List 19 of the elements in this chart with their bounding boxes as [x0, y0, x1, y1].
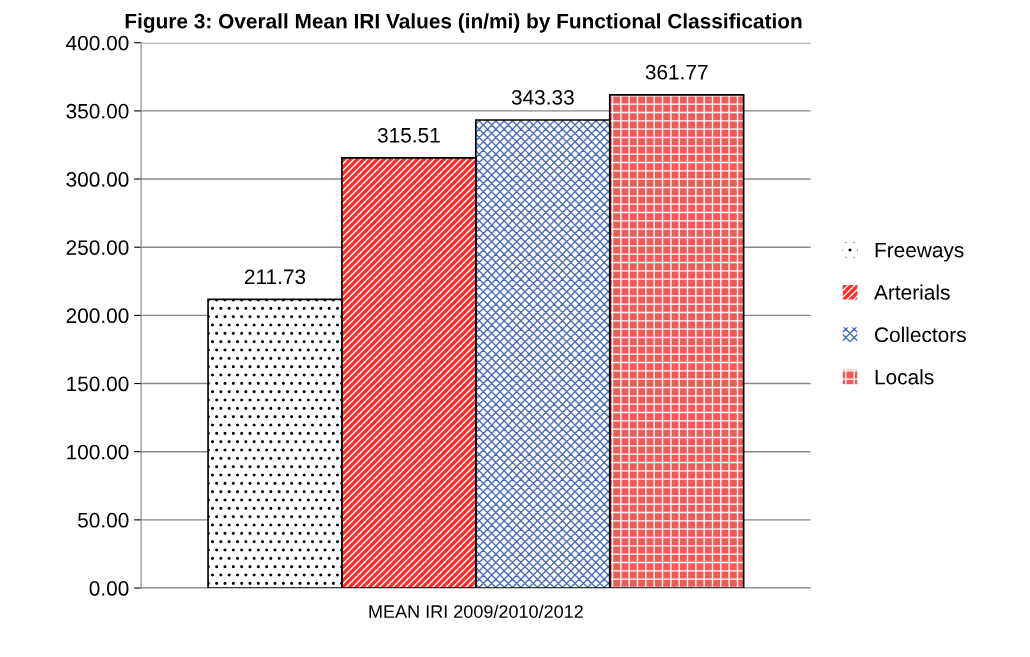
data-label: 343.33 [511, 89, 574, 105]
data-label: 315.51 [377, 127, 440, 143]
legend-label: Locals [875, 369, 934, 385]
chart-title: Figure 3: Overall Mean IRI Values (in/mi) by Functional Classification [125, 13, 802, 33]
data-label: 211.73 [244, 269, 306, 285]
y-tick-label: 0.00 [89, 581, 129, 596]
y-tick-label: 250.00 [66, 240, 129, 255]
legend-label: Collectors [875, 326, 966, 343]
y-tick-label: 50.00 [78, 512, 129, 528]
y-tick-label: 100.00 [67, 444, 129, 460]
y-tick-label: 300.00 [66, 172, 129, 187]
legend-label: Freeways [875, 242, 964, 262]
data-label: 361.77 [645, 64, 708, 80]
y-tick-label: 400.00 [66, 35, 129, 51]
legend-label: Arterials [874, 284, 950, 300]
x-tick-label: MEAN IRI 2009/2010/2012 [369, 604, 583, 618]
y-tick-label: 200.00 [66, 308, 129, 324]
y-tick-label: 150.00 [67, 376, 129, 392]
y-tick-label: 350.00 [66, 103, 129, 119]
